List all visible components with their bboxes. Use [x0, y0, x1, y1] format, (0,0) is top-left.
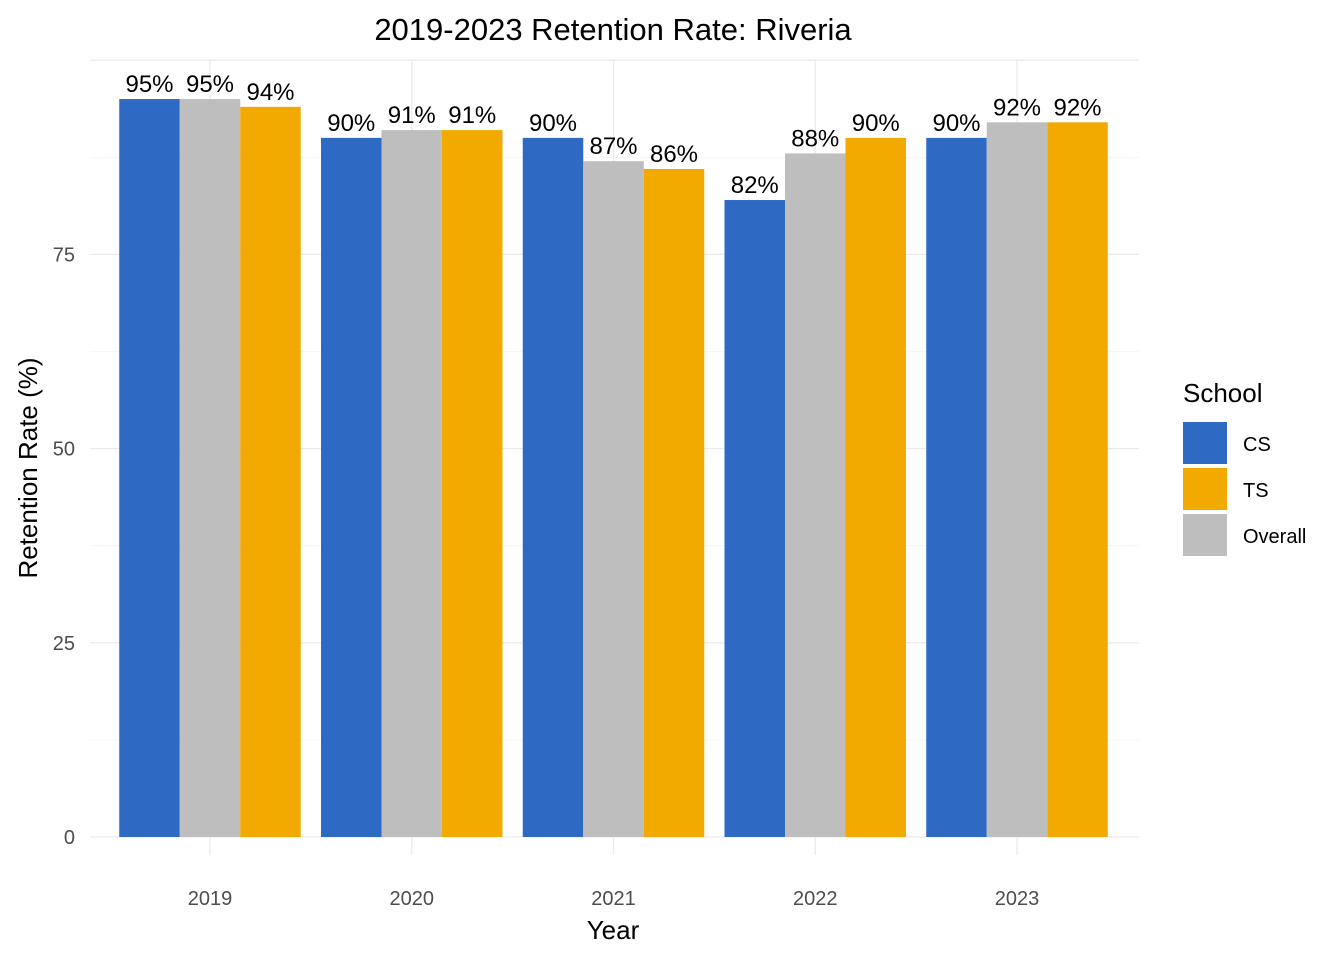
bar-overall-2021: [583, 161, 644, 837]
y-tick-label: 75: [53, 244, 75, 266]
y-tick-label: 25: [53, 633, 75, 655]
bar-overall-2022: [785, 153, 846, 837]
x-tick-label: 2020: [390, 888, 435, 910]
legend-label-ts: TS: [1243, 480, 1269, 502]
data-label-cs-2020: 90%: [327, 110, 375, 137]
bars: [119, 99, 1108, 838]
bar-ts-2019: [240, 106, 301, 838]
bar-overall-2023: [986, 122, 1048, 838]
data-label-cs-2022: 82%: [731, 172, 779, 199]
y-axis-title: Retention Rate (%): [13, 357, 43, 578]
data-label-ts-2022: 90%: [852, 110, 900, 137]
bar-ts-2022: [845, 137, 906, 837]
legend-key-overall: [1183, 514, 1227, 556]
y-tick-label: 50: [53, 439, 75, 461]
x-tick-label: 2022: [793, 888, 838, 910]
y-axis-ticks: 0 25 50 75: [53, 244, 75, 849]
legend-key-cs: [1183, 422, 1227, 464]
data-label-ts-2023: 92%: [1053, 94, 1101, 121]
legend-label-cs: CS: [1243, 434, 1271, 456]
data-label-overall-2020: 91%: [388, 102, 436, 129]
legend-entries: CS TS Overall: [1183, 422, 1306, 556]
x-tick-label: 2021: [591, 888, 636, 910]
y-tick-label: 0: [64, 827, 75, 849]
x-axis-title: Year: [587, 915, 640, 945]
bar-cs-2022: [724, 200, 785, 838]
data-label-overall-2022: 88%: [791, 125, 839, 152]
data-label-cs-2019: 95%: [125, 71, 173, 98]
data-label-overall-2021: 87%: [589, 133, 637, 160]
chart-title: 2019-2023 Retention Rate: Riveria: [374, 12, 852, 47]
x-axis-ticks: 2019 2020 2021 2022 2023: [188, 888, 1040, 910]
bar-cs-2019: [119, 99, 180, 838]
data-label-ts-2020: 91%: [448, 102, 496, 129]
data-label-overall-2019: 95%: [186, 71, 234, 98]
x-tick-label: 2023: [995, 888, 1040, 910]
bar-cs-2021: [522, 137, 584, 837]
legend-key-ts: [1183, 468, 1227, 510]
bar-cs-2020: [321, 137, 382, 837]
legend: School CS TS Overall: [1183, 378, 1306, 556]
bar-overall-2019: [179, 99, 241, 838]
x-tick-label: 2019: [188, 888, 233, 910]
legend-title: School: [1183, 378, 1263, 408]
bar-ts-2021: [643, 168, 705, 837]
bar-ts-2020: [442, 130, 503, 837]
data-label-cs-2023: 90%: [932, 110, 980, 137]
legend-label-overall: Overall: [1243, 526, 1306, 548]
data-label-overall-2023: 92%: [993, 94, 1041, 121]
data-label-ts-2019: 94%: [246, 79, 294, 106]
data-label-cs-2021: 90%: [529, 110, 577, 137]
bar-cs-2023: [926, 137, 987, 837]
bar-overall-2020: [381, 130, 442, 837]
bar-ts-2023: [1047, 122, 1108, 838]
data-labels: 95% 95% 94% 90% 91% 91% 90% 87% 86% 82% 88% 90% 90% 9…: [125, 71, 1101, 199]
data-label-ts-2021: 86%: [650, 141, 698, 168]
